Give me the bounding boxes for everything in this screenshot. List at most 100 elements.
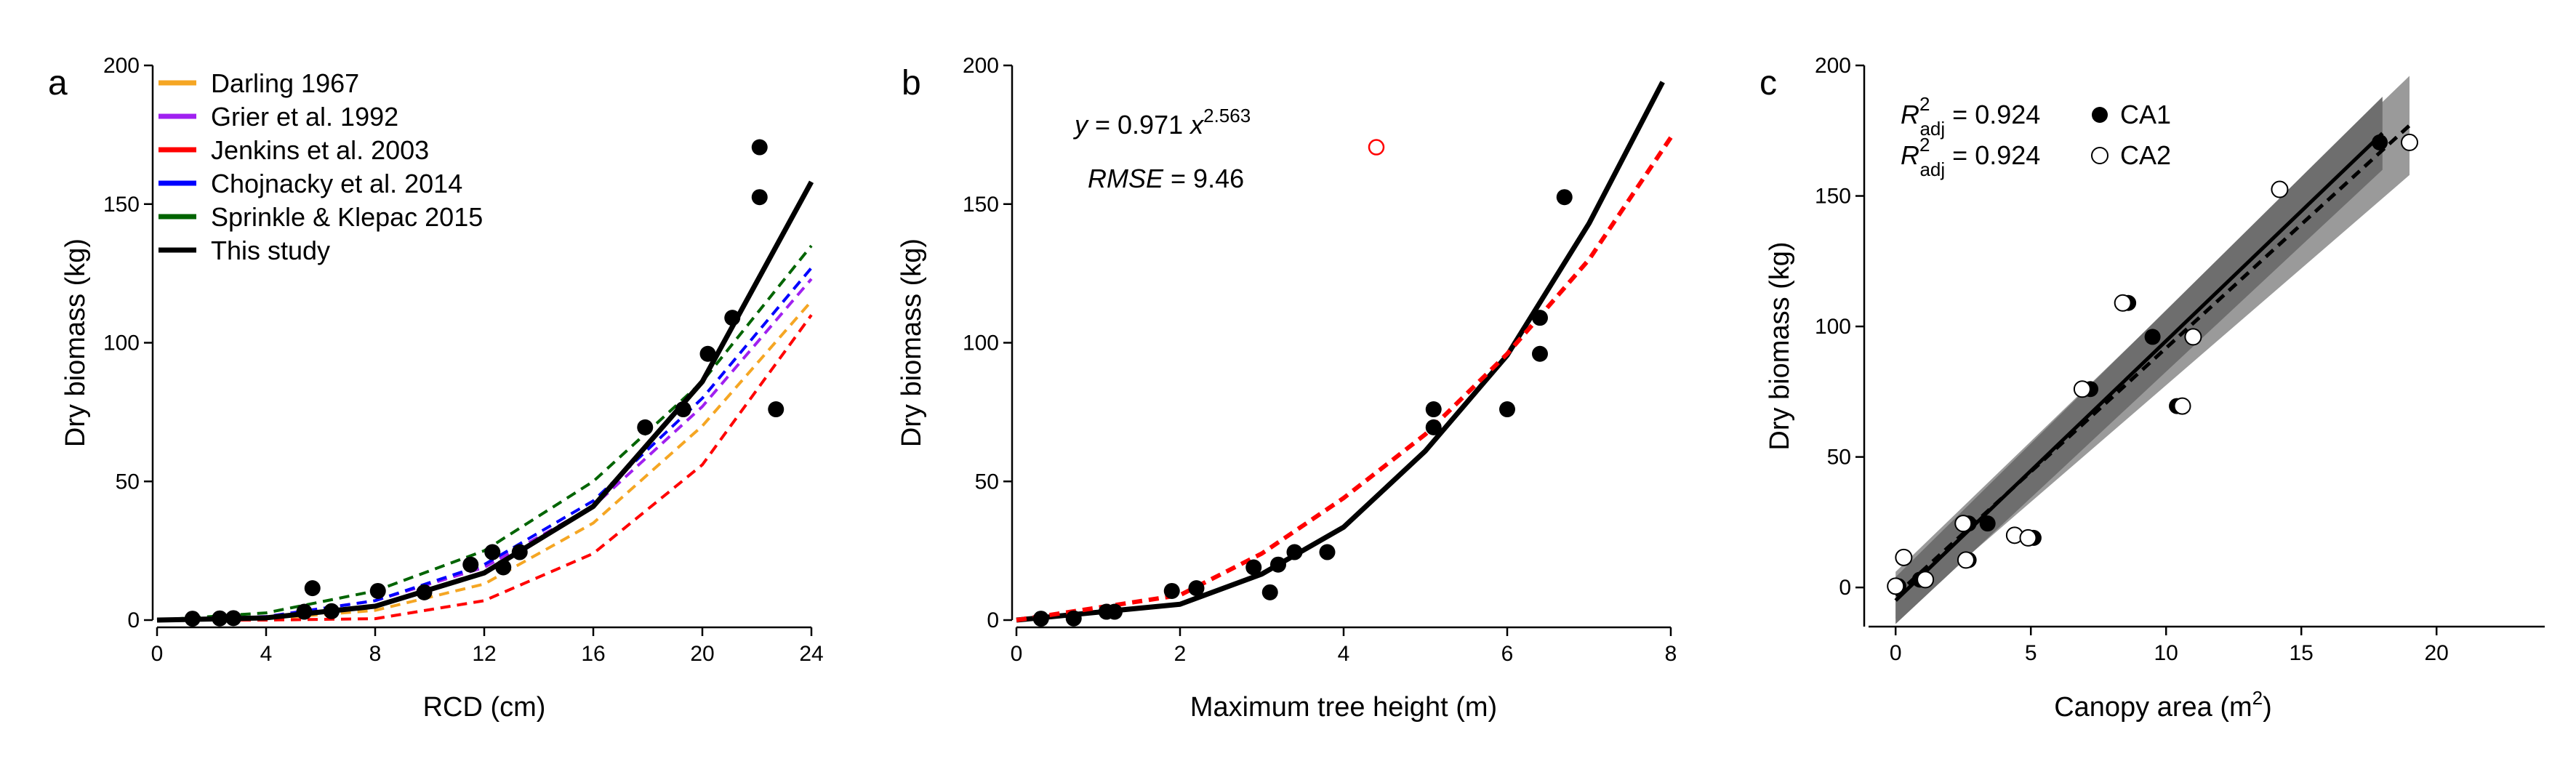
y-tick-label: 200 bbox=[963, 54, 999, 78]
x-tick-label: 8 bbox=[369, 642, 382, 666]
data-point-ca2 bbox=[2401, 133, 2418, 151]
x-axis-label: Maximum tree height (m) bbox=[1190, 692, 1497, 723]
data-point-ca2 bbox=[2073, 380, 2091, 398]
curve-this-study bbox=[156, 180, 814, 623]
data-point bbox=[1261, 584, 1278, 600]
data-point-ca2 bbox=[2271, 180, 2289, 198]
r2-sup: 2 bbox=[1919, 134, 1930, 156]
x-tick-label: 10 bbox=[2154, 641, 2178, 665]
y-axis-label: Dry biomass (kg) bbox=[60, 238, 91, 447]
y-tick-label: 200 bbox=[1815, 54, 1851, 78]
data-point-ca2 bbox=[2114, 294, 2132, 312]
panel-letter: a bbox=[48, 64, 68, 102]
y-tick-label: 0 bbox=[1839, 576, 1851, 600]
y-tick-label: 0 bbox=[127, 608, 140, 632]
rmse-value: = 9.46 bbox=[1163, 164, 1244, 193]
data-point bbox=[1425, 401, 1442, 418]
y-tick-label: 100 bbox=[103, 331, 140, 355]
r2-symbol: R bbox=[1901, 140, 1919, 170]
y-axis-label: Dry biomass (kg) bbox=[896, 238, 927, 447]
data-point-ca2 bbox=[2173, 397, 2191, 415]
panel-letter: b bbox=[902, 64, 921, 102]
data-point bbox=[699, 345, 716, 362]
legend-marker-ca1 bbox=[2092, 107, 2108, 123]
x-tick-label: 5 bbox=[2025, 641, 2037, 665]
data-point bbox=[675, 401, 691, 418]
x-tick-label: 4 bbox=[1338, 642, 1350, 666]
x-tick-label: 15 bbox=[2290, 641, 2314, 665]
legend-label: Chojnacky et al. 2014 bbox=[211, 169, 462, 198]
data-point bbox=[1499, 401, 1515, 418]
data-point bbox=[484, 544, 501, 560]
data-point bbox=[304, 580, 321, 597]
legend-r2-text: R2 adj = 0.924 bbox=[1901, 134, 2040, 180]
r2-sub: adj bbox=[1919, 118, 1945, 140]
x-tick-label: 20 bbox=[2425, 641, 2449, 665]
x-tick-label: 20 bbox=[690, 642, 714, 666]
x-axis-label: Canopy area (m2) bbox=[2054, 687, 2272, 723]
r2-sub: adj bbox=[1919, 158, 1945, 180]
data-point-ca2 bbox=[2019, 528, 2037, 547]
data-point bbox=[1270, 556, 1286, 573]
y-tick-label: 50 bbox=[975, 470, 999, 494]
y-tick-label: 100 bbox=[963, 331, 999, 355]
x-axis-label-end: ) bbox=[2263, 692, 2272, 723]
legend-label: Grier et al. 1992 bbox=[211, 102, 398, 132]
r2-value: = 0.924 bbox=[1945, 100, 2040, 129]
x-tick-label: 24 bbox=[799, 642, 823, 666]
data-point-ca2 bbox=[1895, 548, 1913, 566]
data-point bbox=[751, 139, 768, 156]
data-point bbox=[225, 610, 241, 627]
y-tick-label: 150 bbox=[963, 193, 999, 217]
curve-sprinkle-klepac-2015 bbox=[156, 244, 813, 622]
data-point-ca2 bbox=[1917, 571, 1935, 589]
data-point bbox=[369, 582, 386, 599]
y-tick-label: 0 bbox=[987, 608, 999, 632]
panel-b: b 0 50 100 150 200 0 2 4 6 8 Maximum tree height (m… bbox=[896, 54, 1677, 723]
data-point-ca2 bbox=[1887, 577, 1905, 595]
equation-body: = 0.971 bbox=[1088, 110, 1190, 140]
data-point bbox=[751, 189, 768, 206]
data-point bbox=[637, 419, 654, 435]
data-point bbox=[1532, 345, 1548, 362]
data-point bbox=[1032, 611, 1049, 627]
legend-label: Darling 1967 bbox=[211, 68, 359, 98]
data-point bbox=[511, 544, 528, 560]
ci-band-ca1 bbox=[1895, 97, 2383, 624]
data-point bbox=[212, 610, 228, 627]
legend-marker-ca2 bbox=[2091, 147, 2108, 164]
equation-base: x bbox=[1189, 110, 1205, 140]
legend-label: Jenkins et al. 2003 bbox=[211, 135, 429, 165]
fit-curve-dashed bbox=[1016, 136, 1673, 622]
r2-symbol: R bbox=[1901, 100, 1919, 129]
data-point-ca2 bbox=[1954, 515, 1973, 533]
y-tick-label: 50 bbox=[116, 470, 140, 494]
x-tick-label: 0 bbox=[1890, 641, 1902, 665]
rmse-label: RMSE bbox=[1088, 164, 1164, 193]
x-tick-label: 6 bbox=[1501, 642, 1514, 666]
rmse-text: RMSE = 9.46 bbox=[1088, 164, 1244, 193]
data-point bbox=[1286, 544, 1303, 560]
equation-text: y = 0.971 x2.563 bbox=[1072, 105, 1251, 140]
equation-lhs: y bbox=[1072, 110, 1089, 140]
legend-r2-text: R2 adj = 0.924 bbox=[1901, 93, 2040, 140]
legend-label: This study bbox=[211, 236, 330, 265]
data-point bbox=[1188, 580, 1205, 597]
data-point bbox=[1163, 582, 1180, 599]
data-point-ca1 bbox=[1979, 515, 1996, 532]
x-axis-label: RCD (cm) bbox=[423, 692, 546, 723]
data-point bbox=[1245, 559, 1262, 576]
y-tick-label: 50 bbox=[1827, 446, 1851, 470]
data-point bbox=[1065, 610, 1082, 627]
panel-a: a 0 50 100 150 200 0 4 8 12 16 20 24 RCD (cm) Dry biom… bbox=[48, 54, 824, 723]
x-tick-label: 0 bbox=[1011, 642, 1023, 666]
panel-letter: c bbox=[1760, 64, 1777, 102]
data-point bbox=[1556, 189, 1573, 206]
legend-label: CA1 bbox=[2120, 100, 2171, 129]
data-point bbox=[1107, 603, 1123, 620]
data-point bbox=[462, 556, 479, 573]
legend-label: CA2 bbox=[2120, 140, 2171, 170]
y-axis-label: Dry biomass (kg) bbox=[1765, 241, 1795, 450]
x-tick-label: 2 bbox=[1174, 642, 1187, 666]
